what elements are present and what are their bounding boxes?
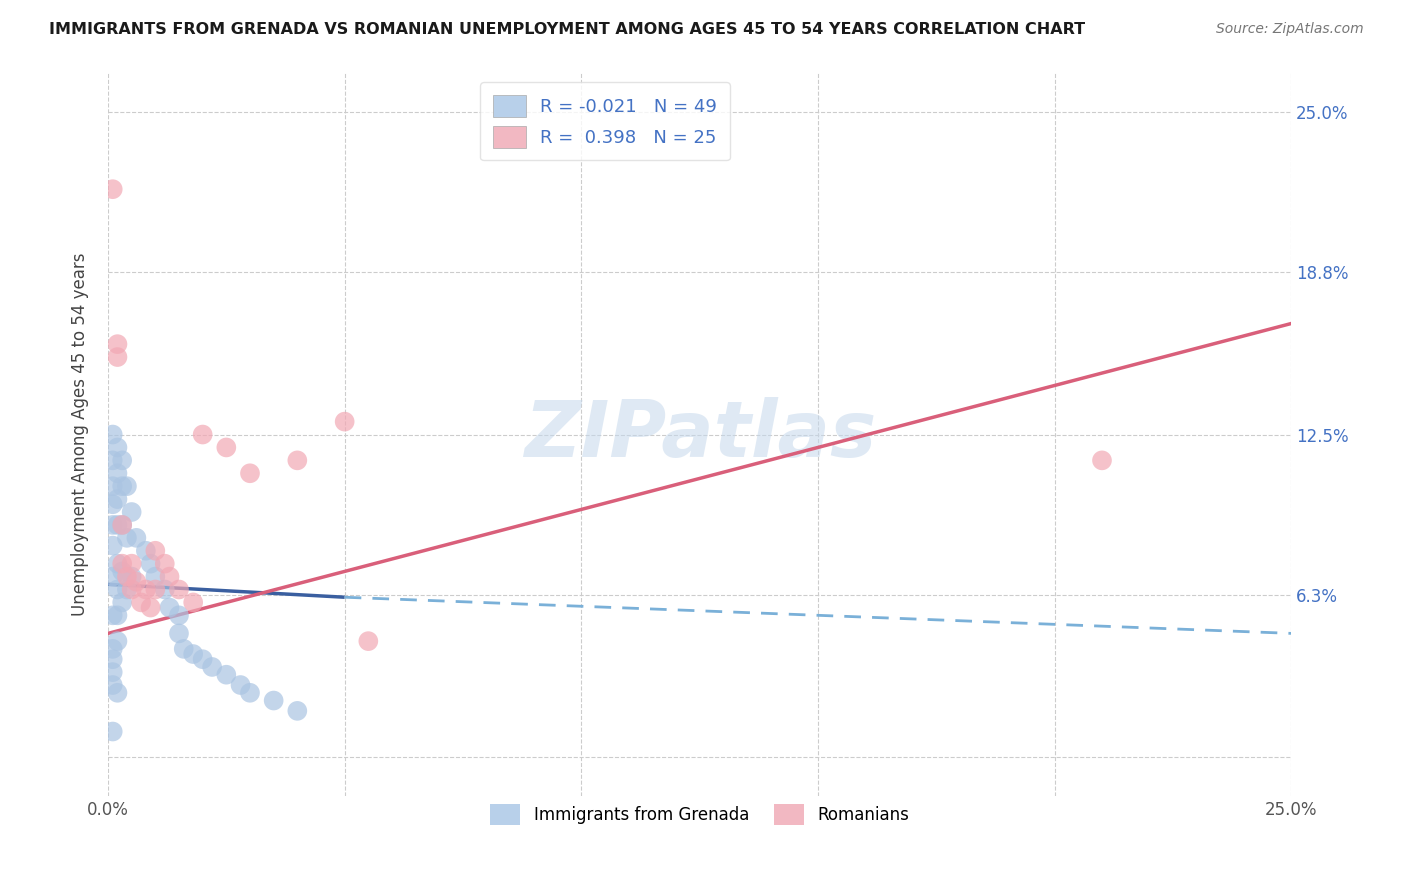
Legend: Immigrants from Grenada, Romanians: Immigrants from Grenada, Romanians: [481, 795, 920, 835]
Point: [111, 453, 134, 467]
Point: [215, 667, 238, 681]
Point: [101, 641, 124, 656]
Point: [121, 582, 143, 597]
Text: Source: ZipAtlas.com: Source: ZipAtlas.com: [1216, 22, 1364, 37]
Point: [121, 505, 143, 519]
Point: [111, 557, 134, 571]
Point: [115, 531, 138, 545]
Point: [101, 724, 124, 739]
Point: [125, 574, 148, 589]
Point: [215, 441, 238, 455]
Point: [107, 557, 129, 571]
Point: [153, 557, 176, 571]
Point: [107, 350, 129, 364]
Point: [143, 569, 166, 583]
Point: [101, 479, 124, 493]
Point: [191, 652, 214, 666]
Point: [239, 686, 262, 700]
Point: [135, 582, 157, 597]
Point: [107, 686, 129, 700]
Point: [107, 608, 129, 623]
Point: [139, 557, 162, 571]
Point: [107, 467, 129, 481]
Text: ZIPatlas: ZIPatlas: [523, 397, 876, 473]
Point: [159, 600, 181, 615]
Point: [173, 641, 195, 656]
Point: [111, 595, 134, 609]
Point: [101, 608, 124, 623]
Point: [107, 634, 129, 648]
Point: [121, 569, 143, 583]
Point: [107, 517, 129, 532]
Point: [181, 595, 204, 609]
Point: [135, 543, 157, 558]
Point: [101, 182, 124, 196]
Point: [121, 557, 143, 571]
Point: [101, 665, 124, 680]
Point: [285, 704, 308, 718]
Point: [101, 497, 124, 511]
Point: [115, 569, 138, 583]
Point: [285, 453, 308, 467]
Point: [239, 467, 262, 481]
Point: [1091, 453, 1114, 467]
Point: [129, 595, 152, 609]
Point: [111, 479, 134, 493]
Point: [101, 569, 124, 583]
Point: [263, 693, 285, 707]
Point: [101, 652, 124, 666]
Point: [107, 441, 129, 455]
Point: [139, 600, 162, 615]
Point: [111, 517, 134, 532]
Point: [143, 582, 166, 597]
Point: [101, 453, 124, 467]
Point: [101, 678, 124, 692]
Point: [107, 337, 129, 351]
Point: [181, 647, 204, 661]
Point: [101, 539, 124, 553]
Point: [229, 678, 252, 692]
Point: [159, 569, 181, 583]
Point: [191, 427, 214, 442]
Point: [101, 517, 124, 532]
Point: [107, 492, 129, 507]
Point: [167, 608, 190, 623]
Point: [357, 634, 380, 648]
Point: [125, 531, 148, 545]
Point: [107, 582, 129, 597]
Point: [111, 517, 134, 532]
Point: [201, 660, 224, 674]
Point: [111, 565, 134, 579]
Point: [153, 582, 176, 597]
Point: [167, 626, 190, 640]
Point: [143, 543, 166, 558]
Point: [115, 479, 138, 493]
Point: [167, 582, 190, 597]
Text: IMMIGRANTS FROM GRENADA VS ROMANIAN UNEMPLOYMENT AMONG AGES 45 TO 54 YEARS CORRE: IMMIGRANTS FROM GRENADA VS ROMANIAN UNEM…: [49, 22, 1085, 37]
Point: [115, 582, 138, 597]
Point: [101, 427, 124, 442]
Point: [333, 415, 356, 429]
Y-axis label: Unemployment Among Ages 45 to 54 years: Unemployment Among Ages 45 to 54 years: [72, 252, 89, 616]
